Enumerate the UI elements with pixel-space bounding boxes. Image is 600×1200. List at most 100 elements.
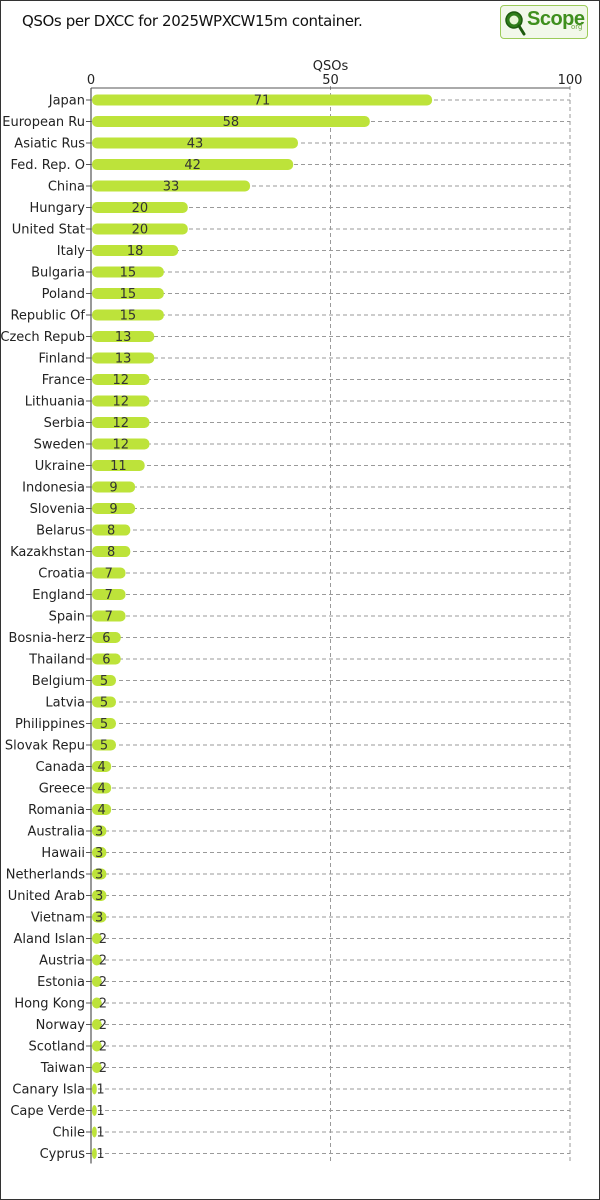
bar — [92, 890, 107, 901]
value-label: 2 — [99, 975, 107, 990]
bar — [92, 653, 121, 665]
category-label: Slovenia — [30, 502, 85, 517]
category-label: Sweden — [34, 438, 85, 453]
value-label: 15 — [120, 287, 137, 302]
bar — [92, 524, 131, 536]
x-axis-title: QSOs — [313, 59, 349, 74]
category-label: Slovak Repu — [5, 739, 85, 754]
bar — [92, 976, 102, 987]
bar — [92, 503, 136, 514]
value-label: 2 — [99, 954, 107, 969]
category-label: Canada — [36, 760, 85, 775]
value-label: 5 — [100, 739, 108, 754]
category-label: Cyprus — [40, 1147, 86, 1162]
bar — [92, 761, 112, 772]
value-label: 5 — [100, 696, 108, 711]
value-label: 3 — [95, 825, 103, 840]
category-label: Hong Kong — [14, 997, 85, 1012]
bar — [92, 180, 251, 192]
value-label: 7 — [105, 610, 113, 625]
bar — [92, 997, 102, 1009]
category-label: Asiatic Rus — [14, 137, 85, 152]
category-label: European Ru — [2, 115, 85, 130]
bar — [92, 202, 188, 213]
category-label: Taiwan — [40, 1061, 85, 1076]
bar — [92, 847, 107, 858]
bar — [92, 417, 150, 428]
value-label: 3 — [95, 911, 103, 926]
category-label: Spain — [49, 610, 85, 625]
category-label: Fed. Rep. O — [11, 158, 85, 173]
bar — [92, 1019, 102, 1030]
value-label: 18 — [127, 244, 144, 259]
bar — [92, 1062, 102, 1073]
category-label: Canary Isla — [12, 1083, 85, 1098]
bar — [92, 1083, 97, 1095]
category-label: Vietnam — [31, 911, 85, 926]
category-label: Finland — [39, 352, 85, 367]
category-label: Czech Repub — [0, 330, 85, 345]
value-label: 12 — [112, 416, 129, 431]
bar — [92, 1126, 97, 1138]
bars — [92, 94, 433, 1159]
value-label: 1 — [96, 1083, 104, 1098]
value-label: 3 — [95, 889, 103, 904]
value-label: 4 — [97, 782, 105, 797]
value-label: 5 — [100, 717, 108, 732]
bar — [92, 137, 298, 149]
value-label: 43 — [187, 137, 204, 152]
bar — [92, 739, 116, 751]
category-label: Bulgaria — [31, 266, 85, 281]
bar — [92, 352, 155, 364]
category-label: Poland — [42, 287, 85, 302]
value-label: 2 — [99, 932, 107, 947]
bar — [92, 331, 155, 342]
bar — [92, 782, 112, 794]
category-label: Croatia — [38, 567, 85, 582]
bar — [92, 374, 150, 385]
bar — [92, 632, 121, 643]
bar — [92, 610, 126, 622]
value-label: 3 — [95, 868, 103, 883]
value-label: 8 — [107, 524, 115, 539]
category-label: Thailand — [28, 653, 85, 668]
category-label: Philippines — [15, 717, 85, 732]
category-label: Scotland — [28, 1040, 85, 1055]
bar — [92, 567, 126, 579]
qscope-logo[interactable]: Scope org — [500, 5, 588, 39]
value-label: 9 — [109, 481, 117, 496]
bar — [92, 911, 107, 923]
category-label: Japan — [48, 94, 85, 109]
value-label: 7 — [105, 567, 113, 582]
bar — [92, 1105, 97, 1116]
value-label: 1 — [96, 1147, 104, 1162]
value-label: 3 — [95, 846, 103, 861]
value-label: 71 — [254, 94, 271, 109]
category-label: Italy — [57, 244, 86, 259]
bar — [92, 718, 116, 729]
value-label: 12 — [112, 395, 129, 410]
category-label: United Stat — [12, 223, 85, 238]
bar — [92, 589, 126, 600]
logo-text: Scope — [527, 8, 585, 30]
category-label: Estonia — [37, 975, 85, 990]
bar — [92, 438, 150, 450]
bar — [92, 395, 150, 407]
category-label: Australia — [27, 825, 85, 840]
bar — [92, 825, 107, 837]
magnifier-icon — [505, 11, 526, 36]
bar — [92, 546, 131, 557]
category-label: Indonesia — [22, 481, 85, 496]
value-label: 20 — [132, 223, 149, 238]
value-label: 7 — [105, 588, 113, 603]
chart-title: QSOs per DXCC for 2025WPXCW15m container… — [22, 12, 363, 30]
category-label: Norway — [36, 1018, 86, 1033]
logo-suffix: org — [571, 23, 583, 31]
value-label: 6 — [102, 653, 110, 668]
bar — [92, 288, 164, 299]
bar — [92, 868, 107, 880]
category-label: Latvia — [45, 696, 85, 711]
value-label: 11 — [110, 459, 127, 474]
bar — [92, 460, 145, 471]
value-label: 1 — [96, 1126, 104, 1141]
